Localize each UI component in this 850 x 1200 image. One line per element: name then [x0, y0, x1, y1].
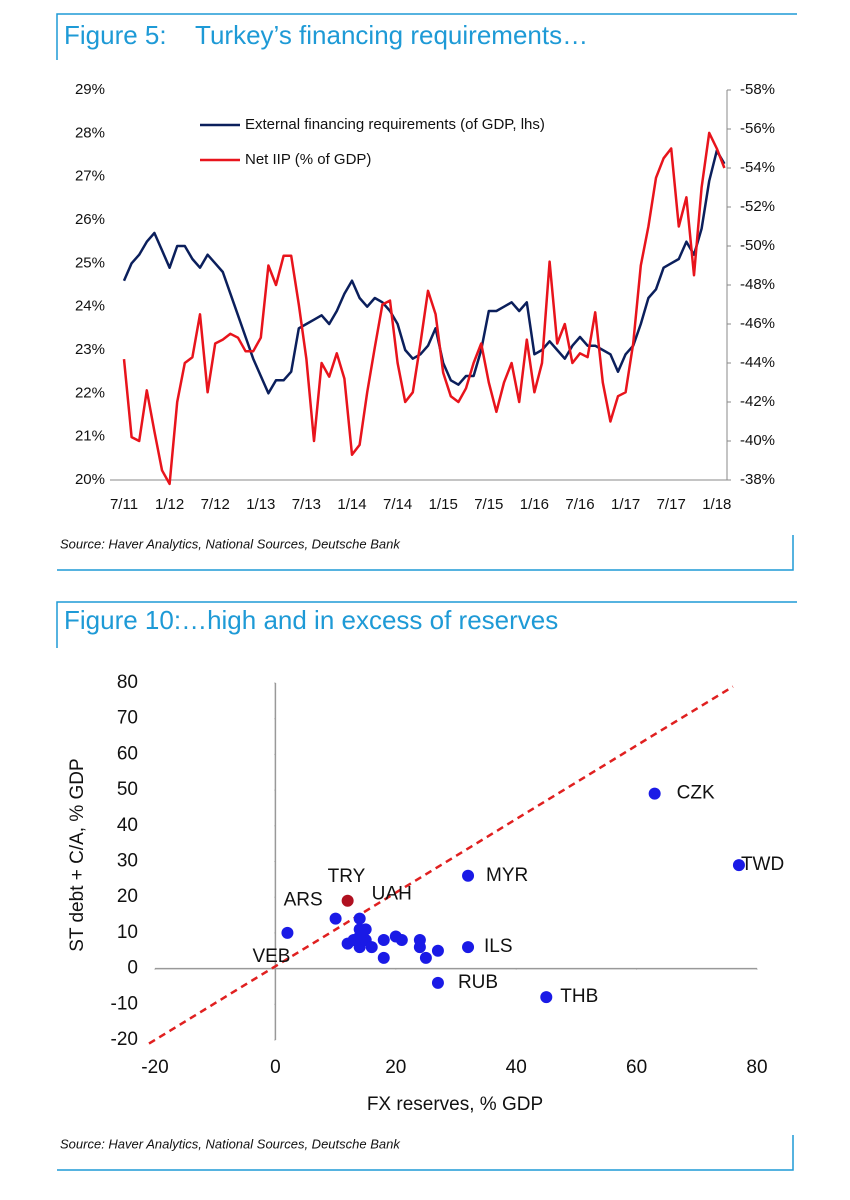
figure-frame — [56, 13, 797, 60]
y2-tick-label: -42% — [740, 393, 775, 410]
point-label: ARS — [284, 890, 323, 911]
x-tick-label: 80 — [746, 1057, 767, 1078]
y2-tick-label: -40% — [740, 432, 775, 449]
y-tick-label: 24% — [75, 298, 105, 315]
data-point — [377, 951, 390, 964]
x-tick-label: 1/18 — [702, 496, 731, 513]
data-point — [341, 894, 354, 907]
figure-title: Figure 10:…high and in excess of reserve… — [64, 605, 558, 635]
y-tick-label: 0 — [127, 958, 138, 979]
data-point — [419, 951, 432, 964]
y-tick-label: 27% — [75, 168, 105, 185]
data-point — [329, 912, 342, 925]
data-point — [377, 934, 390, 947]
point-label: UAH — [372, 884, 412, 905]
y-tick-label: -20 — [111, 1029, 138, 1050]
data-line — [122, 149, 726, 395]
y2-tick-label: -48% — [740, 276, 775, 293]
data-point — [431, 944, 444, 957]
y-tick-label: 22% — [75, 384, 105, 401]
legend-label: Net IIP (% of GDP) — [245, 151, 371, 168]
y-tick-label: 50 — [117, 779, 138, 800]
data-point — [732, 859, 745, 872]
x-tick-label: 60 — [626, 1057, 647, 1078]
data-point — [281, 926, 294, 939]
point-label: ILS — [484, 936, 513, 957]
data-point — [395, 934, 408, 947]
point-label: MYR — [486, 865, 528, 886]
x-tick-label: 1/12 — [155, 496, 184, 513]
x-tick-label: 7/13 — [292, 496, 321, 513]
point-label: RUB — [458, 972, 498, 993]
figure-title: Figure 5: Turkey’s financing requirement… — [64, 20, 588, 50]
data-line — [122, 131, 726, 486]
figure-frame — [57, 535, 794, 571]
y2-tick-label: -44% — [740, 354, 775, 371]
frame-decor — [56, 13, 797, 1171]
point-label: VEB — [252, 946, 290, 967]
data-point — [648, 787, 661, 800]
y2-tick-label: -58% — [740, 81, 775, 98]
y-tick-label: 20 — [117, 886, 138, 907]
y-tick-label: 70 — [117, 708, 138, 729]
data-point — [431, 976, 444, 989]
y2-tick-label: -52% — [740, 198, 775, 215]
x-tick-label: 1/13 — [246, 496, 275, 513]
point-label: THB — [560, 986, 598, 1007]
figure-frame — [57, 1135, 794, 1171]
y-tick-label: 80 — [117, 672, 138, 693]
y-tick-label: 10 — [117, 922, 138, 943]
y-tick-label: 23% — [75, 341, 105, 358]
y2-tick-label: -38% — [740, 471, 775, 488]
point-label: TRY — [328, 866, 366, 887]
point-label: TWD — [741, 854, 784, 875]
data-point — [353, 930, 366, 943]
x-tick-label: 1/17 — [611, 496, 640, 513]
x-tick-label: 7/12 — [201, 496, 230, 513]
x-axis-label: FX reserves, % GDP — [367, 1094, 543, 1115]
y-tick-label: 21% — [75, 428, 105, 445]
y-tick-label: 28% — [75, 124, 105, 141]
x-tick-label: 40 — [506, 1057, 527, 1078]
y-tick-label: 29% — [75, 81, 105, 98]
data-point — [413, 934, 426, 947]
y-tick-label: 40 — [117, 815, 138, 836]
x-tick-label: 7/16 — [565, 496, 594, 513]
point-label: CZK — [677, 783, 715, 804]
x-tick-label: 1/16 — [520, 496, 549, 513]
y-tick-label: 20% — [75, 471, 105, 488]
y-axis-label: ST debt + C/A, % GDP — [67, 758, 88, 951]
y2-tick-label: -50% — [740, 237, 775, 254]
legend-label: External financing requirements (of GDP,… — [245, 116, 545, 133]
y-tick-label: -10 — [111, 993, 138, 1014]
reference-line — [148, 685, 734, 1045]
x-tick-label: 7/14 — [383, 496, 412, 513]
data-point — [353, 912, 366, 925]
data-point — [365, 941, 378, 954]
y2-tick-label: -46% — [740, 315, 775, 332]
y-tick-label: 30 — [117, 851, 138, 872]
x-tick-label: 0 — [270, 1057, 281, 1078]
source-note: Source: Haver Analytics, National Source… — [60, 536, 401, 551]
data-point — [462, 869, 475, 882]
x-tick-label: 20 — [385, 1057, 406, 1078]
x-tick-label: 7/15 — [474, 496, 503, 513]
x-tick-label: -20 — [141, 1057, 168, 1078]
figure-frame — [56, 601, 797, 648]
source-note: Source: Haver Analytics, National Source… — [60, 1136, 401, 1151]
y-tick-label: 60 — [117, 743, 138, 764]
y-tick-label: 26% — [75, 211, 105, 228]
y-tick-label: 25% — [75, 254, 105, 271]
x-tick-label: 1/14 — [337, 496, 366, 513]
x-tick-label: 7/17 — [657, 496, 686, 513]
y2-tick-label: -56% — [740, 120, 775, 137]
y2-tick-label: -54% — [740, 159, 775, 176]
data-point — [462, 941, 475, 954]
data-point — [540, 991, 553, 1004]
x-tick-label: 7/11 — [110, 496, 138, 513]
x-tick-label: 1/15 — [429, 496, 458, 513]
